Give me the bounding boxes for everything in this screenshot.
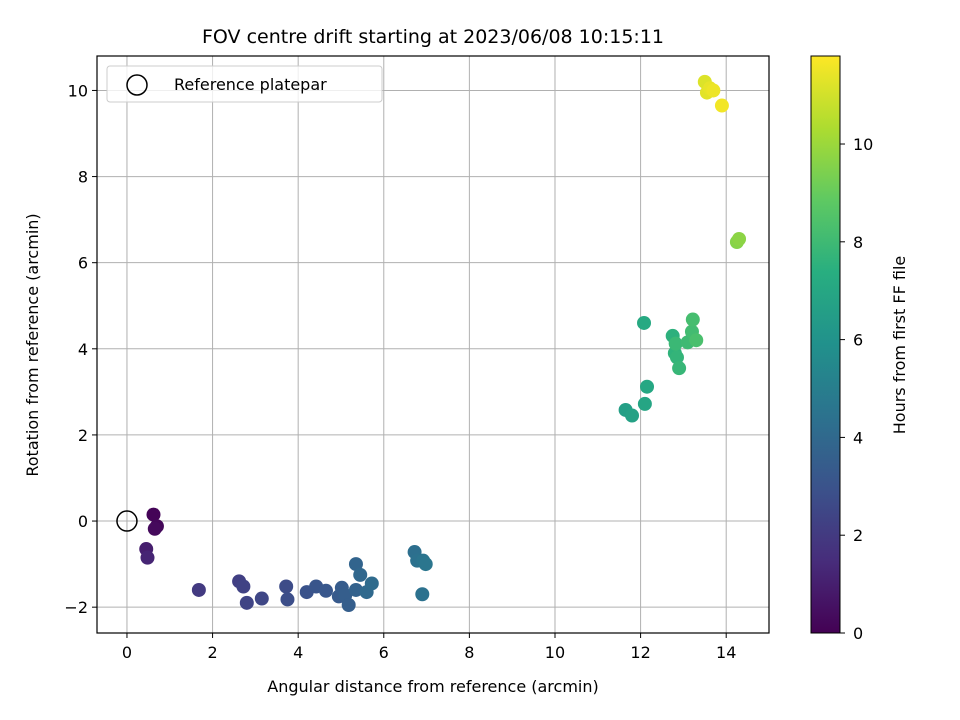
y-tick-label: 4 bbox=[78, 340, 88, 359]
legend-box bbox=[106, 65, 383, 103]
data-point bbox=[140, 550, 155, 565]
data-point bbox=[689, 333, 704, 348]
data-points bbox=[139, 74, 747, 613]
legend-entry-reference: Reference platepar bbox=[174, 75, 327, 94]
data-point bbox=[254, 591, 269, 606]
x-axis-ticks: 0 2 4 6 8 10 12 14 bbox=[122, 633, 736, 662]
data-point bbox=[318, 583, 333, 598]
x-tick-label: 2 bbox=[207, 643, 217, 662]
x-tick-label: 12 bbox=[630, 643, 650, 662]
legend-marker-icon bbox=[126, 74, 148, 96]
x-tick-label: 6 bbox=[379, 643, 389, 662]
data-point bbox=[637, 396, 652, 411]
data-point bbox=[146, 507, 161, 522]
data-point bbox=[640, 379, 655, 394]
data-point bbox=[685, 312, 700, 327]
data-point bbox=[714, 98, 729, 113]
data-point bbox=[279, 579, 294, 594]
y-tick-label: 6 bbox=[78, 254, 88, 273]
x-axis-label: Angular distance from reference (arcmin) bbox=[267, 677, 598, 696]
data-point bbox=[672, 361, 687, 376]
data-point bbox=[341, 598, 356, 613]
colorbar-tick-label: 4 bbox=[853, 428, 863, 447]
data-point bbox=[669, 350, 684, 365]
colorbar-label: Hours from first FF file bbox=[890, 256, 909, 435]
y-tick-label: 0 bbox=[78, 512, 88, 531]
x-tick-label: 4 bbox=[293, 643, 303, 662]
colorbar bbox=[810, 55, 841, 634]
data-point bbox=[236, 579, 251, 594]
y-tick-label: 8 bbox=[78, 168, 88, 187]
grid bbox=[97, 56, 769, 633]
data-point bbox=[239, 595, 254, 610]
y-tick-label: −2 bbox=[64, 598, 88, 617]
x-tick-label: 0 bbox=[122, 643, 132, 662]
x-tick-label: 14 bbox=[716, 643, 736, 662]
data-point bbox=[732, 232, 747, 247]
x-tick-label: 10 bbox=[545, 643, 565, 662]
data-point bbox=[348, 582, 363, 597]
x-tick-label: 8 bbox=[464, 643, 474, 662]
colorbar-tick-label: 2 bbox=[853, 526, 863, 545]
y-axis-label: Rotation from reference (arcmin) bbox=[23, 213, 42, 476]
data-point bbox=[348, 557, 363, 572]
data-point bbox=[668, 336, 683, 351]
colorbar-tick-label: 0 bbox=[853, 624, 863, 643]
y-axis-ticks: −2 0 2 4 6 8 10 bbox=[64, 81, 97, 617]
data-point bbox=[415, 587, 430, 602]
data-point bbox=[364, 576, 379, 591]
legend: Reference platepar bbox=[106, 65, 383, 103]
data-point bbox=[191, 582, 206, 597]
data-point bbox=[637, 315, 652, 330]
data-point bbox=[353, 567, 368, 582]
data-point bbox=[625, 408, 640, 423]
plot-frame bbox=[96, 55, 770, 634]
data-point bbox=[280, 592, 295, 607]
colorbar-tick-label: 10 bbox=[853, 135, 873, 154]
colorbar-tick-label: 6 bbox=[853, 331, 863, 350]
y-tick-label: 2 bbox=[78, 426, 88, 445]
data-point bbox=[418, 557, 433, 572]
y-tick-label: 10 bbox=[68, 81, 88, 100]
colorbar-ticks: 0 2 4 6 8 10 bbox=[840, 135, 873, 643]
colorbar-tick-label: 8 bbox=[853, 233, 863, 252]
reference-point bbox=[116, 510, 138, 532]
chart-title: FOV centre drift starting at 2023/06/08 … bbox=[202, 26, 664, 48]
data-point bbox=[706, 83, 721, 98]
data-point bbox=[147, 521, 162, 536]
reference-marker bbox=[116, 510, 138, 532]
